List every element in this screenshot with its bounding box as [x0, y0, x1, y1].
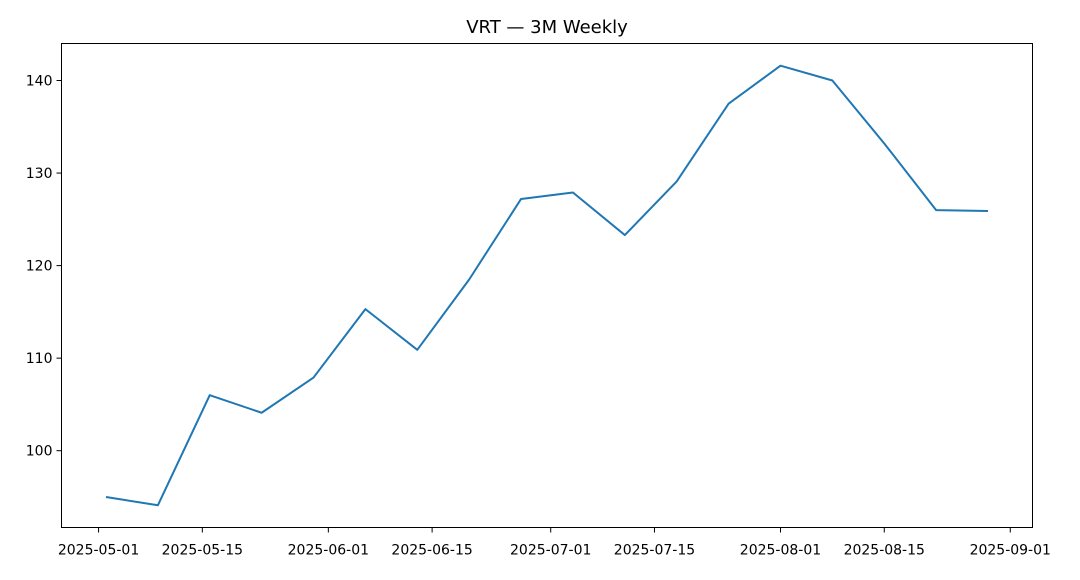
y-tick-label: 120	[26, 259, 53, 275]
axes-layer: 2025-05-01 2025-05-15 2025-06-01 2025-06-15…	[26, 74, 1051, 559]
x-tick-label: 2025-07-01	[510, 543, 591, 559]
y-tick-label: 140	[26, 74, 53, 90]
x-tick-label: 2025-06-15	[391, 543, 472, 559]
chart-title: VRT — 3M Weekly	[466, 17, 628, 38]
series-line	[105, 64, 989, 507]
y-tick-label: 100	[26, 444, 53, 460]
series-layer	[105, 64, 989, 507]
x-tick-label: 2025-05-15	[162, 543, 243, 559]
x-tick-label: 2025-08-01	[740, 543, 821, 559]
x-tick-label: 2025-07-15	[614, 543, 695, 559]
y-tick-label: 130	[26, 166, 53, 182]
y-tick-label: 110	[26, 351, 53, 367]
x-tick-label: 2025-05-01	[58, 543, 139, 559]
plot-frame	[61, 43, 1033, 528]
x-tick-label: 2025-09-01	[970, 543, 1051, 559]
x-tick-label: 2025-06-01	[288, 543, 369, 559]
x-tick-label: 2025-08-15	[844, 543, 925, 559]
